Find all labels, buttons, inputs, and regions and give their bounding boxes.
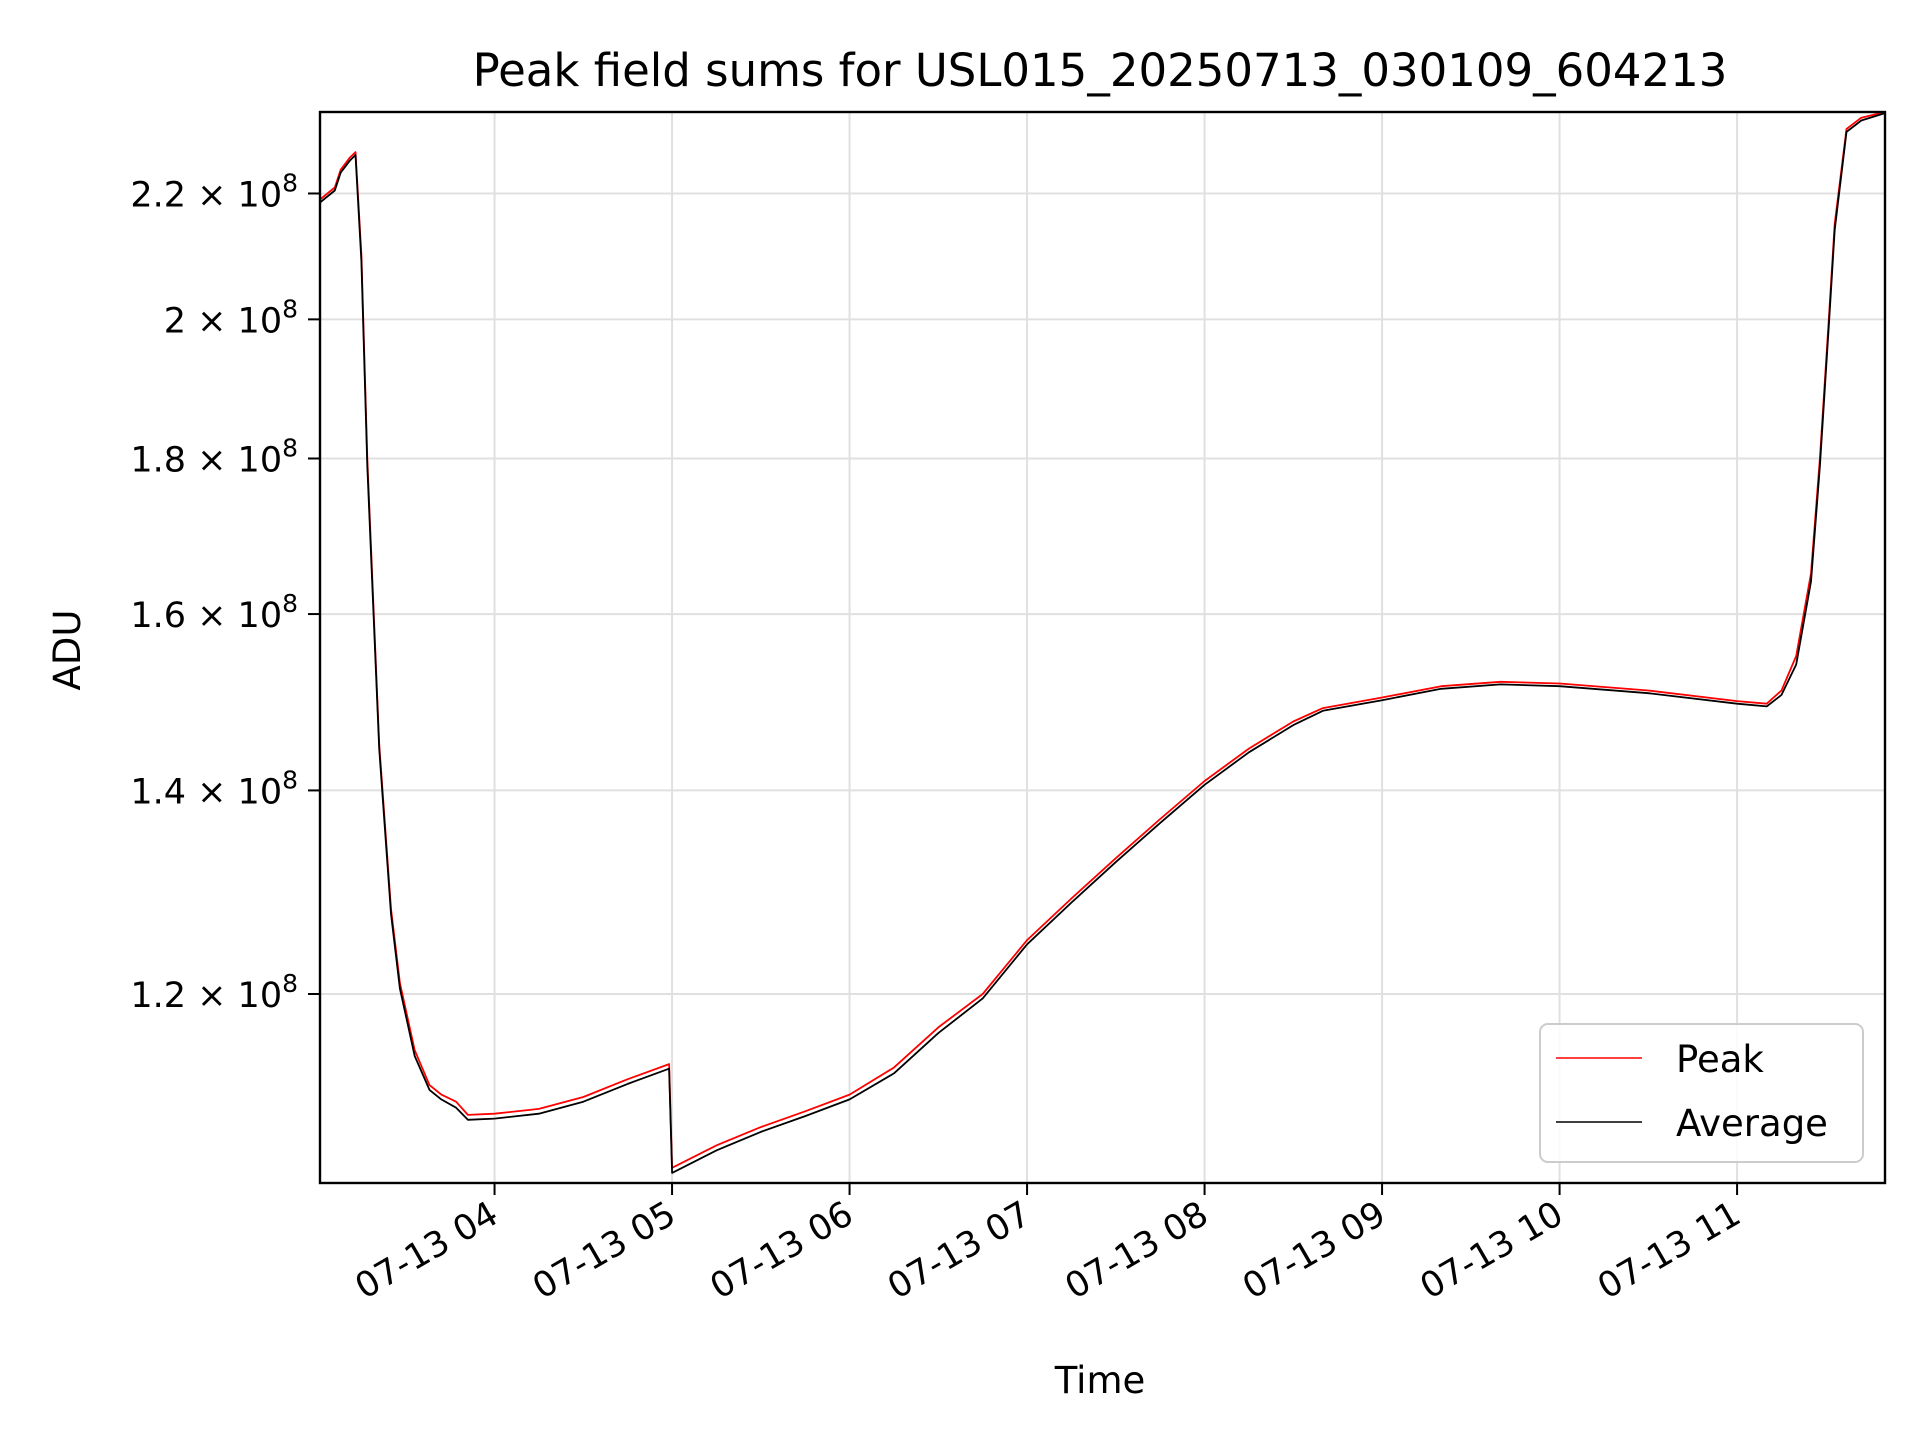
series-line-average (319, 112, 1886, 1174)
y-tick-mantissa: 1.8 × 10 (130, 441, 282, 481)
y-tick-label: 1.8 × 108 (130, 434, 298, 481)
y-tick-label: 2 × 108 (164, 294, 298, 341)
y-tick-label: 1.6 × 108 (130, 589, 298, 636)
y-tick-exponent: 8 (282, 168, 298, 197)
y-tick-exponent: 8 (282, 589, 298, 618)
y-tick-label: 2.2 × 108 (130, 168, 298, 215)
y-tick-exponent: 8 (282, 765, 298, 794)
y-tick-mantissa: 1.6 × 10 (130, 596, 282, 636)
y-tick-mantissa: 1.4 × 10 (130, 772, 282, 812)
y-tick-mantissa: 1.2 × 10 (130, 976, 282, 1016)
chart-title: Peak field sums for USL015_20250713_0301… (473, 44, 1728, 97)
y-tick-mantissa: 2 × 10 (164, 301, 282, 341)
y-tick-label: 1.2 × 108 (130, 969, 298, 1016)
legend-label-average: Average (1676, 1102, 1828, 1145)
y-axis-label: ADU (46, 610, 89, 691)
y-tick-exponent: 8 (282, 969, 298, 998)
y-tick-mantissa: 2.2 × 10 (130, 175, 282, 215)
y-tick-exponent: 8 (282, 434, 298, 463)
series-layer (319, 111, 1886, 1174)
legend: Peak Average (1539, 1023, 1864, 1163)
y-tick-exponent: 8 (282, 294, 298, 323)
y-tick-label: 1.4 × 108 (130, 765, 298, 812)
plot-frame (318, 110, 1887, 1185)
x-axis-label: Time (1054, 1359, 1146, 1402)
grid-lines (320, 112, 1885, 1183)
legend-label-peak: Peak (1676, 1038, 1764, 1081)
